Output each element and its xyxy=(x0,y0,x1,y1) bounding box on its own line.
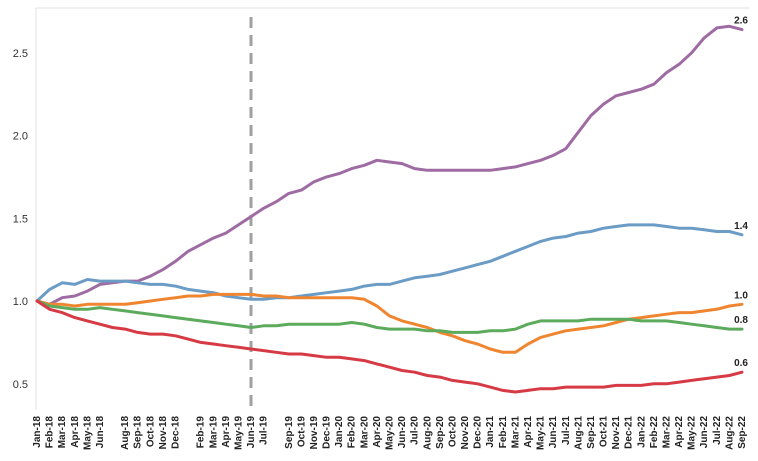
x-tick-label: Aug-21 xyxy=(573,416,584,450)
x-tick-label: Feb-18 xyxy=(45,416,56,449)
x-tick-label: Apr-18 xyxy=(70,416,81,448)
x-tick-label: Aug-20 xyxy=(422,416,433,450)
y-axis: 0.5 1.0 1.5 2.0 2.5 xyxy=(13,48,28,391)
x-tick-label: Jan-20 xyxy=(334,416,345,448)
x-tick-label: Oct-18 xyxy=(145,416,156,448)
x-tick-label: Apr-19 xyxy=(221,416,232,448)
x-tick-label: May-22 xyxy=(687,416,698,450)
y-tick-label: 1.5 xyxy=(13,213,28,225)
x-tick-label: Sep-19 xyxy=(284,416,295,449)
x-tick-label: Feb-22 xyxy=(649,416,660,449)
x-tick-label: Jun-18 xyxy=(95,416,106,449)
x-tick-label: Jun-19 xyxy=(246,416,257,449)
end-label-2: 1.0 xyxy=(734,290,748,301)
x-tick-label: Feb-19 xyxy=(196,416,207,449)
x-tick-label: Jan-21 xyxy=(485,416,496,448)
x-tick-label: Aug-18 xyxy=(120,416,131,450)
x-tick-label: Feb-21 xyxy=(498,416,509,449)
x-tick-label: Apr-22 xyxy=(674,416,685,448)
series-group xyxy=(35,24,744,394)
x-tick-label: Mar-22 xyxy=(662,416,673,449)
x-tick-label: Sep-20 xyxy=(435,416,446,449)
x-tick-label: Mar-21 xyxy=(510,416,521,449)
x-tick-label: Oct-21 xyxy=(599,416,610,448)
x-axis: Jan-18 Feb-18 Mar-18 Apr-18 May-18 Jun-18 Aug-… xyxy=(32,416,748,450)
x-tick-label: Jul-21 xyxy=(561,416,572,445)
x-tick-label: Mar-18 xyxy=(57,416,68,449)
x-tick-label: Jun-22 xyxy=(699,416,710,449)
x-tick-label: Jan-18 xyxy=(32,416,43,448)
end-labels: 2.6 1.4 1.0 0.8 0.6 xyxy=(734,16,748,370)
y-tick-label: 2.0 xyxy=(13,131,28,143)
x-tick-label: Apr-21 xyxy=(523,416,534,448)
x-tick-label: May-18 xyxy=(82,416,93,450)
x-tick-label: Jan-22 xyxy=(636,416,647,448)
end-label-1: 1.4 xyxy=(734,221,748,232)
x-tick-label: Apr-20 xyxy=(372,416,383,448)
x-tick-label: May-19 xyxy=(233,416,244,450)
end-label-4: 0.6 xyxy=(734,358,748,369)
x-tick-label: Nov-19 xyxy=(309,416,320,450)
x-tick-label: Sep-18 xyxy=(133,416,144,449)
x-tick-label: Dec-18 xyxy=(171,416,182,449)
x-tick-label: Mar-20 xyxy=(359,416,370,449)
x-tick-label: Dec-20 xyxy=(473,416,484,449)
x-tick-label: Sep-21 xyxy=(586,416,597,449)
x-tick-label: Jun-21 xyxy=(548,416,559,449)
x-tick-label: Oct-20 xyxy=(447,416,458,448)
x-tick-label: May-20 xyxy=(385,416,396,450)
x-tick-label: Mar-19 xyxy=(208,416,219,449)
x-tick-label: Jul-22 xyxy=(712,416,723,445)
y-tick-label: 0.5 xyxy=(13,379,28,391)
x-tick-label: Nov-20 xyxy=(460,416,471,450)
y-tick-label: 1.0 xyxy=(13,296,28,308)
x-tick-label: Jul-19 xyxy=(259,416,270,445)
series-line-0 xyxy=(35,24,744,306)
x-tick-label: Nov-21 xyxy=(611,416,622,450)
x-tick-label: Dec-21 xyxy=(624,416,635,449)
series-line-1 xyxy=(35,223,744,303)
x-tick-label: May-21 xyxy=(536,416,547,450)
y-tick-label: 2.5 xyxy=(13,48,28,60)
x-tick-label: Sep-22 xyxy=(737,416,748,449)
end-label-3: 0.8 xyxy=(734,315,748,326)
series-line-4 xyxy=(35,299,744,394)
x-tick-label: Oct-19 xyxy=(296,416,307,448)
x-tick-label: Nov-18 xyxy=(158,416,169,450)
series-line-3 xyxy=(35,299,744,334)
x-tick-label: Feb-20 xyxy=(347,416,358,449)
end-label-0: 2.6 xyxy=(734,16,748,27)
x-tick-label: Jul-20 xyxy=(410,416,421,445)
x-tick-label: Dec-19 xyxy=(322,416,333,449)
x-tick-label: Jun-20 xyxy=(397,416,408,449)
x-tick-label: Aug-22 xyxy=(724,416,735,450)
